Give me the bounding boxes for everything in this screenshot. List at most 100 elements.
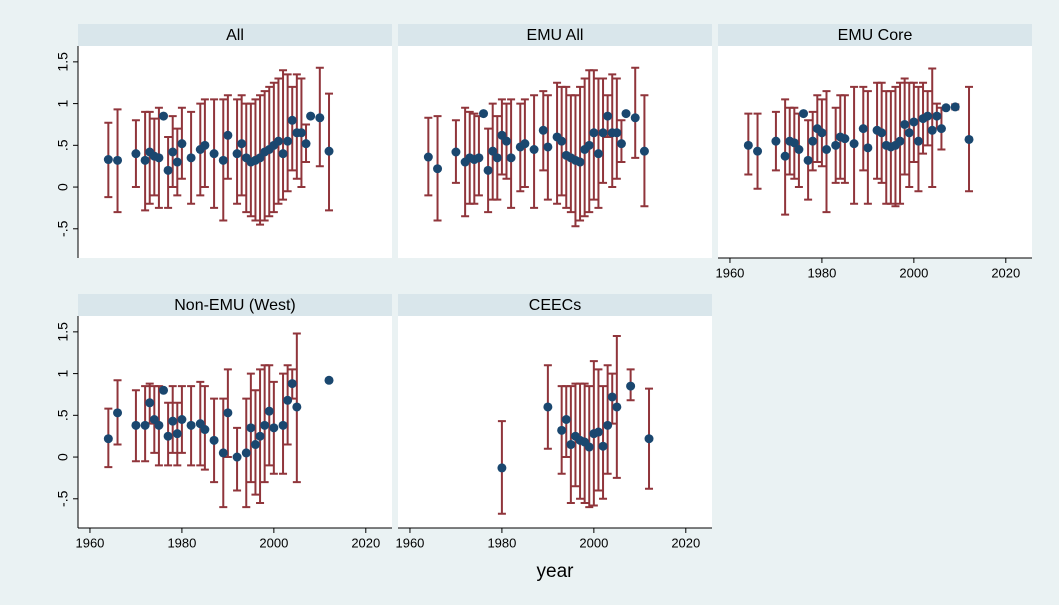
plot-area <box>78 316 392 528</box>
point <box>557 425 567 435</box>
point <box>315 113 325 123</box>
y-tick-label: -.5 <box>55 220 71 237</box>
panel-title: EMU Core <box>838 27 913 44</box>
point <box>789 138 799 148</box>
point <box>186 153 196 163</box>
point <box>626 381 636 391</box>
point <box>808 136 818 146</box>
point <box>603 420 613 430</box>
point <box>936 124 946 134</box>
point <box>273 136 283 146</box>
point <box>950 102 960 112</box>
point <box>863 143 873 153</box>
x-tick-label: 2000 <box>259 535 288 550</box>
point <box>223 408 233 418</box>
error-bar <box>288 85 297 172</box>
y-tick-label: -.5 <box>55 490 71 507</box>
point <box>186 420 196 430</box>
x-tick-label: 1960 <box>715 265 744 280</box>
point <box>593 427 603 437</box>
plot-area <box>398 316 712 528</box>
point <box>543 142 553 152</box>
point <box>831 140 841 150</box>
point <box>246 423 256 433</box>
point <box>529 144 539 154</box>
point <box>451 147 461 157</box>
point <box>159 111 169 121</box>
point <box>278 420 288 430</box>
point <box>639 146 649 156</box>
point <box>154 420 164 430</box>
point <box>589 128 599 138</box>
point <box>301 139 311 149</box>
point <box>131 420 141 430</box>
panel-header <box>718 24 1032 46</box>
point <box>232 452 242 462</box>
x-tick-label: 2000 <box>579 535 608 550</box>
y-tick-label: .5 <box>55 409 71 421</box>
point <box>607 392 617 402</box>
panel-title: CEECs <box>529 297 581 314</box>
point <box>423 152 433 162</box>
point <box>575 157 585 167</box>
point <box>209 435 219 445</box>
x-tick-label: 1960 <box>75 535 104 550</box>
point <box>292 402 302 412</box>
point <box>497 463 507 473</box>
point <box>909 117 919 127</box>
point <box>630 113 640 123</box>
x-tick-label: 2020 <box>991 265 1020 280</box>
point <box>616 139 626 149</box>
point <box>200 425 210 435</box>
point <box>433 164 443 174</box>
error-bar <box>283 73 292 193</box>
point <box>474 153 484 163</box>
point <box>223 130 233 140</box>
panel-header <box>398 294 712 316</box>
point <box>923 111 933 121</box>
point <box>598 128 608 138</box>
x-tick-label: 1980 <box>807 265 836 280</box>
point <box>154 153 164 163</box>
x-tick-label: 2020 <box>671 535 700 550</box>
error-bar <box>283 364 292 446</box>
point <box>324 375 334 385</box>
y-tick-label: 0 <box>55 183 71 191</box>
point <box>287 115 297 125</box>
point <box>612 128 622 138</box>
point <box>900 119 910 129</box>
x-tick-label: 2020 <box>351 535 380 550</box>
error-bar <box>279 69 288 201</box>
point <box>483 165 493 175</box>
point <box>306 111 316 121</box>
plot-area <box>398 46 712 258</box>
point <box>538 125 548 135</box>
point <box>177 139 187 149</box>
point <box>172 429 182 439</box>
point <box>603 111 613 121</box>
point <box>817 128 827 138</box>
point <box>913 136 923 146</box>
error-bar <box>145 110 154 205</box>
y-tick-label: 0 <box>55 453 71 461</box>
point <box>200 140 210 150</box>
plot-area <box>718 46 1032 258</box>
y-tick-label: 1.5 <box>55 322 71 342</box>
panel-title: Non-EMU (West) <box>174 297 296 314</box>
point <box>113 155 123 165</box>
panel-header <box>78 294 392 316</box>
y-tick-label: 1 <box>55 369 71 377</box>
point <box>163 431 173 441</box>
point <box>250 440 260 450</box>
point <box>488 146 498 156</box>
point <box>140 420 150 430</box>
point <box>296 128 306 138</box>
point <box>561 414 571 424</box>
point <box>584 140 594 150</box>
point <box>904 128 914 138</box>
point <box>771 136 781 146</box>
point <box>324 146 334 156</box>
error-bar <box>292 73 301 180</box>
x-axis-title: year <box>537 561 575 582</box>
point <box>644 434 654 444</box>
